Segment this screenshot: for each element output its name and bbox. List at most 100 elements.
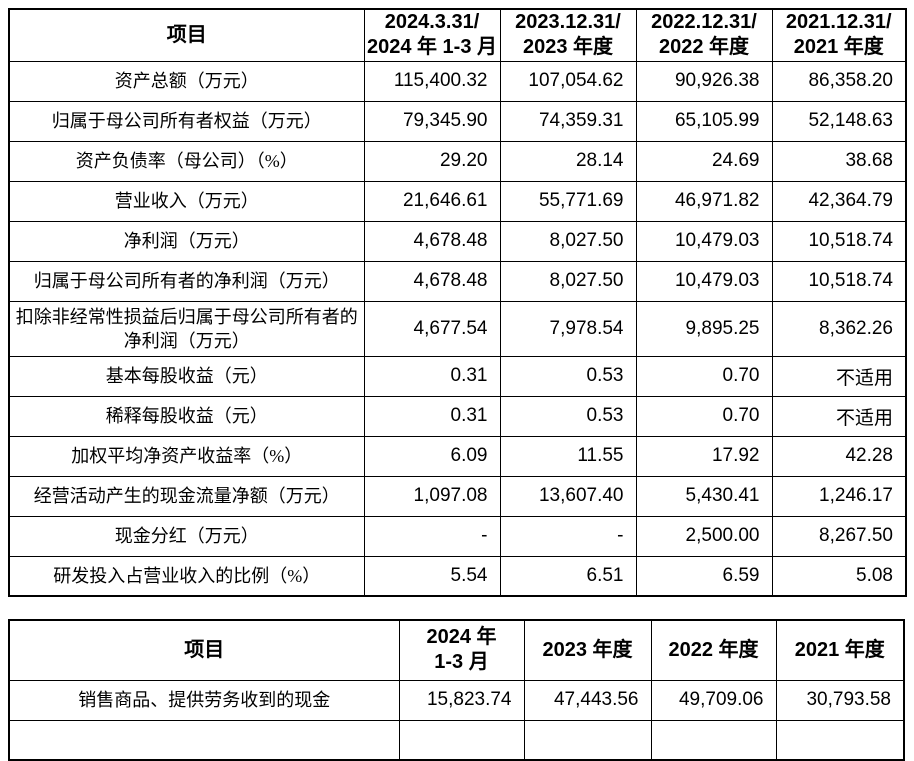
value-cell: 0.31 — [363, 395, 501, 437]
value-cell: 4,677.54 — [363, 300, 501, 357]
value-cell: 30,793.58 — [775, 679, 905, 721]
value-cell: 5.08 — [771, 555, 907, 597]
value-cell: 29.20 — [363, 140, 501, 182]
table-row-clipped — [8, 719, 905, 761]
table-header-row: 项目 2024 年 1-3 月 2023 年度 2022 年度 2021 年度 — [8, 619, 905, 681]
value-cell: 4,678.48 — [363, 260, 501, 302]
table-row: 研发投入占营业收入的比例（%） 5.54 6.51 6.59 5.08 — [8, 555, 907, 597]
row-label: 归属于母公司所有者的净利润（万元） — [8, 260, 365, 302]
value-cell: 4,678.48 — [363, 220, 501, 262]
header-period-2024: 2024 年 1-3 月 — [398, 619, 525, 681]
header-period-2022: 2022.12.31/ 2022 年度 — [635, 8, 773, 62]
value-cell: 2,500.00 — [635, 515, 773, 557]
value-cell: 49,709.06 — [650, 679, 777, 721]
value-cell: 17.92 — [635, 435, 773, 477]
header-line: 2024 年 1-3 月 — [366, 36, 498, 59]
value-cell: 115,400.32 — [363, 60, 501, 102]
row-label: 扣除非经常性损益后归属于母公司所有者的净利润（万元） — [8, 300, 365, 357]
value-cell: 10,479.03 — [635, 220, 773, 262]
value-cell: 38.68 — [771, 140, 907, 182]
value-cell — [775, 719, 905, 761]
value-cell: 10,518.74 — [771, 220, 907, 262]
table-row: 销售商品、提供劳务收到的现金 15,823.74 47,443.56 49,70… — [8, 679, 905, 721]
value-cell: 52,148.63 — [771, 100, 907, 142]
header-period-2021: 2021 年度 — [775, 619, 905, 681]
row-label: 基本每股收益（元） — [8, 355, 365, 397]
table-row: 归属于母公司所有者权益（万元） 79,345.90 74,359.31 65,1… — [8, 100, 907, 142]
value-cell: 6.59 — [635, 555, 773, 597]
table-row: 现金分红（万元） - - 2,500.00 8,267.50 — [8, 515, 907, 557]
value-cell: 7,978.54 — [499, 300, 637, 357]
value-cell: 0.70 — [635, 395, 773, 437]
value-cell: 15,823.74 — [398, 679, 525, 721]
header-period-2022: 2022 年度 — [650, 619, 777, 681]
value-cell: 不适用 — [771, 395, 907, 437]
value-cell: 9,895.25 — [635, 300, 773, 357]
header-period-2024: 2024.3.31/ 2024 年 1-3 月 — [363, 8, 501, 62]
value-cell: 10,518.74 — [771, 260, 907, 302]
value-cell: 0.70 — [635, 355, 773, 397]
value-cell: 42.28 — [771, 435, 907, 477]
value-cell: 55,771.69 — [499, 180, 637, 222]
value-cell: 8,267.50 — [771, 515, 907, 557]
row-label: 现金分红（万元） — [8, 515, 365, 557]
header-line: 2023 年度 — [542, 638, 633, 661]
value-cell: 13,607.40 — [499, 475, 637, 517]
row-label: 经营活动产生的现金流量净额（万元） — [8, 475, 365, 517]
value-cell: 46,971.82 — [635, 180, 773, 222]
value-cell: 8,027.50 — [499, 220, 637, 262]
header-item-column: 项目 — [8, 8, 365, 62]
value-cell: 107,054.62 — [499, 60, 637, 102]
value-cell: 0.53 — [499, 355, 637, 397]
header-line: 2024 年 — [426, 626, 497, 649]
value-cell: 8,362.26 — [771, 300, 907, 357]
row-label: 归属于母公司所有者权益（万元） — [8, 100, 365, 142]
row-label: 加权平均净资产收益率（%） — [8, 435, 365, 477]
header-line: 2021 年度 — [793, 36, 884, 59]
header-item-column: 项目 — [8, 619, 400, 681]
table-row: 净利润（万元） 4,678.48 8,027.50 10,479.03 10,5… — [8, 220, 907, 262]
value-cell: 11.55 — [499, 435, 637, 477]
header-period-2023: 2023.12.31/ 2023 年度 — [499, 8, 637, 62]
table-row: 经营活动产生的现金流量净额（万元） 1,097.08 13,607.40 5,4… — [8, 475, 907, 517]
header-line: 项目 — [166, 23, 207, 46]
header-period-2023: 2023 年度 — [523, 619, 652, 681]
value-cell: 不适用 — [771, 355, 907, 397]
financial-indicators-table: 项目 2024.3.31/ 2024 年 1-3 月 2023.12.31/ 2… — [8, 8, 907, 597]
header-line: 2023 年度 — [522, 36, 614, 59]
value-cell: 86,358.20 — [771, 60, 907, 102]
header-line: 2021.12.31/ — [785, 11, 892, 34]
value-cell: 0.31 — [363, 355, 501, 397]
row-label: 稀释每股收益（元） — [8, 395, 365, 437]
header-line: 2022 年度 — [668, 638, 759, 661]
header-line: 项目 — [184, 638, 225, 661]
header-line: 1-3 月 — [434, 651, 489, 674]
value-cell — [650, 719, 777, 761]
value-cell: 1,097.08 — [363, 475, 501, 517]
table-row: 营业收入（万元） 21,646.61 55,771.69 46,971.82 4… — [8, 180, 907, 222]
table-header-row: 项目 2024.3.31/ 2024 年 1-3 月 2023.12.31/ 2… — [8, 8, 907, 62]
value-cell: 28.14 — [499, 140, 637, 182]
table-row: 加权平均净资产收益率（%） 6.09 11.55 17.92 42.28 — [8, 435, 907, 477]
value-cell: 47,443.56 — [523, 679, 652, 721]
table-row: 扣除非经常性损益后归属于母公司所有者的净利润（万元） 4,677.54 7,97… — [8, 300, 907, 357]
table-row: 资产总额（万元） 115,400.32 107,054.62 90,926.38… — [8, 60, 907, 102]
value-cell: - — [499, 515, 637, 557]
row-label: 销售商品、提供劳务收到的现金 — [8, 679, 400, 721]
value-cell: 90,926.38 — [635, 60, 773, 102]
table-row: 归属于母公司所有者的净利润（万元） 4,678.48 8,027.50 10,4… — [8, 260, 907, 302]
value-cell: 1,246.17 — [771, 475, 907, 517]
row-label: 营业收入（万元） — [8, 180, 365, 222]
table-row: 稀释每股收益（元） 0.31 0.53 0.70 不适用 — [8, 395, 907, 437]
value-cell: 6.51 — [499, 555, 637, 597]
value-cell: 10,479.03 — [635, 260, 773, 302]
value-cell: 24.69 — [635, 140, 773, 182]
header-line: 2022.12.31/ — [651, 11, 757, 34]
value-cell — [398, 719, 525, 761]
value-cell: 21,646.61 — [363, 180, 501, 222]
cash-flow-table: 项目 2024 年 1-3 月 2023 年度 2022 年度 2021 年度 … — [8, 619, 905, 761]
row-label: 研发投入占营业收入的比例（%） — [8, 555, 365, 597]
value-cell: 5.54 — [363, 555, 501, 597]
value-cell: 74,359.31 — [499, 100, 637, 142]
